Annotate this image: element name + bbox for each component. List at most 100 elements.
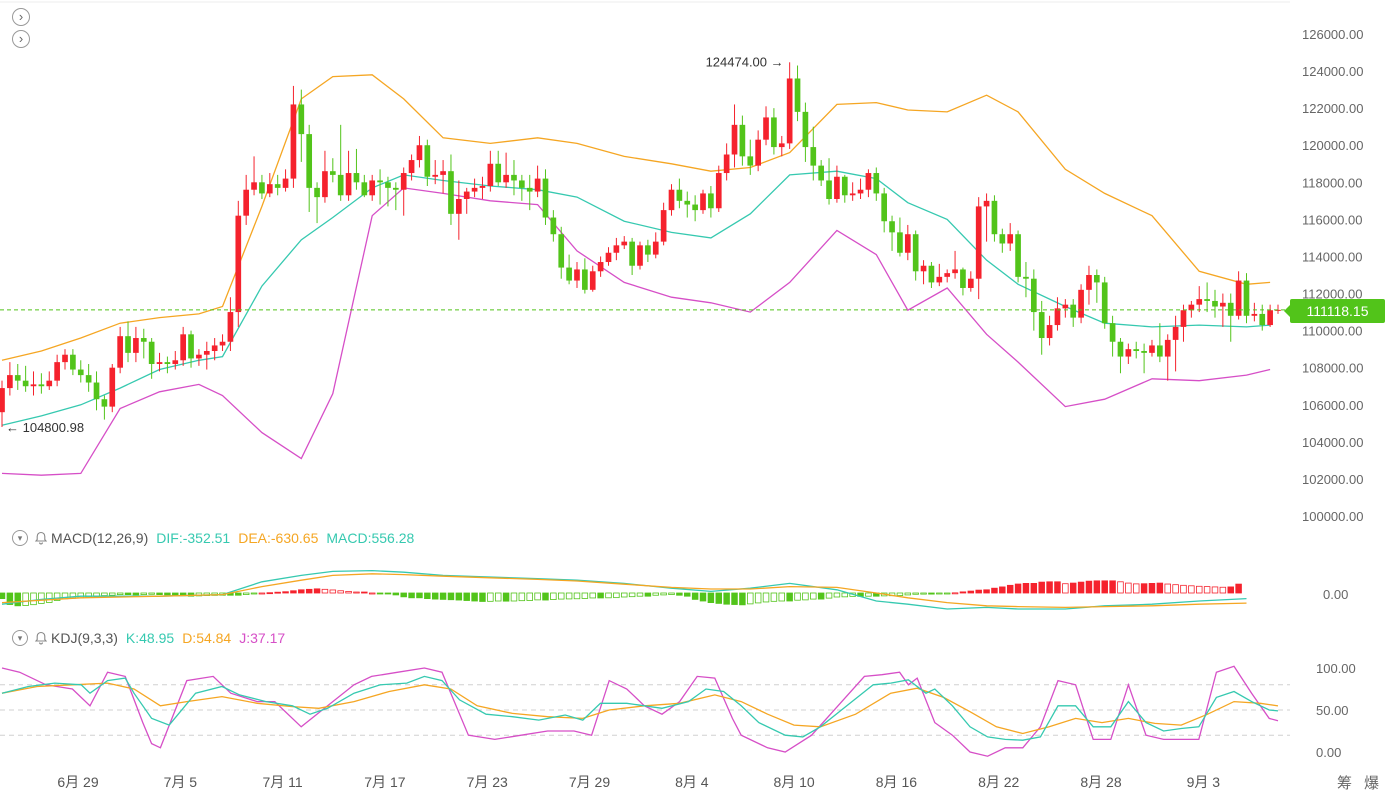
candle-body[interactable]	[967, 278, 974, 288]
candle-body[interactable]	[802, 111, 809, 148]
chevron-down-icon[interactable]: ▾	[12, 630, 28, 646]
candle-body[interactable]	[14, 375, 21, 381]
candle-body[interactable]	[975, 206, 982, 279]
candle-body[interactable]	[936, 276, 943, 283]
chip-distribution-button[interactable]: 筹	[1337, 775, 1353, 792]
candle-body[interactable]	[542, 178, 549, 218]
candle-body[interactable]	[1101, 282, 1108, 324]
candle-body[interactable]	[306, 134, 313, 188]
candle-body[interactable]	[526, 187, 533, 192]
candle-body[interactable]	[637, 245, 643, 266]
candle-body[interactable]	[1133, 349, 1140, 352]
kdj-panel[interactable]: 100.00 50.00 0.00	[0, 661, 1356, 760]
candle-body[interactable]	[109, 367, 116, 407]
candle-body[interactable]	[219, 341, 226, 346]
candle-body[interactable]	[558, 234, 565, 268]
candle-body[interactable]	[70, 354, 76, 370]
candle-body[interactable]	[904, 234, 911, 253]
candle-body[interactable]	[392, 187, 399, 190]
candle-body[interactable]	[1149, 345, 1155, 353]
candle-body[interactable]	[463, 191, 470, 199]
candle-body[interactable]	[999, 234, 1006, 244]
candle-body[interactable]	[723, 154, 730, 174]
candle-body[interactable]	[1227, 302, 1234, 316]
candle-body[interactable]	[353, 173, 360, 183]
candle-body[interactable]	[1109, 323, 1116, 342]
candle-body[interactable]	[30, 384, 37, 387]
candle-body[interactable]	[180, 334, 186, 361]
candle-body[interactable]	[432, 174, 439, 177]
candle-body[interactable]	[574, 269, 580, 281]
candle-body[interactable]	[1172, 326, 1179, 340]
candle-body[interactable]	[298, 104, 305, 135]
bell-icon[interactable]	[34, 531, 48, 545]
candle-body[interactable]	[148, 341, 155, 364]
candle-body[interactable]	[211, 345, 218, 352]
candle-body[interactable]	[755, 139, 761, 166]
candle-body[interactable]	[739, 124, 746, 157]
candle-body[interactable]	[1235, 280, 1242, 316]
candle-body[interactable]	[1204, 299, 1210, 301]
candle-body[interactable]	[1094, 275, 1100, 283]
candle-body[interactable]	[125, 336, 131, 353]
candle-body[interactable]	[944, 273, 951, 277]
candle-body[interactable]	[290, 104, 297, 179]
candle-body[interactable]	[1267, 310, 1273, 326]
candle-body[interactable]	[778, 143, 785, 148]
candle-body[interactable]	[1023, 276, 1029, 279]
candle-body[interactable]	[818, 165, 824, 181]
candle-body[interactable]	[589, 271, 596, 290]
candle-body[interactable]	[534, 178, 541, 192]
candle-body[interactable]	[322, 171, 328, 198]
candle-body[interactable]	[1157, 345, 1163, 357]
candle-body[interactable]	[1180, 310, 1187, 327]
candle-body[interactable]	[613, 245, 620, 253]
candle-body[interactable]	[841, 176, 848, 196]
candle-body[interactable]	[645, 245, 651, 255]
candle-body[interactable]	[471, 187, 478, 192]
candle-body[interactable]	[1030, 278, 1037, 313]
candle-body[interactable]	[314, 187, 320, 198]
candle-body[interactable]	[188, 334, 194, 359]
candle-body[interactable]	[605, 252, 612, 263]
candle-body[interactable]	[46, 380, 53, 387]
scroll-right-icon[interactable]: ›	[12, 30, 30, 48]
candle-body[interactable]	[660, 210, 667, 242]
candle-body[interactable]	[511, 174, 517, 181]
candle-body[interactable]	[1188, 304, 1195, 311]
candle-body[interactable]	[38, 384, 45, 387]
candle-body[interactable]	[700, 193, 706, 211]
candle-body[interactable]	[140, 338, 147, 342]
candle-body[interactable]	[960, 269, 966, 288]
candle-body[interactable]	[857, 189, 864, 194]
candle-body[interactable]	[731, 124, 738, 155]
candle-body[interactable]	[1046, 325, 1053, 339]
candle-body[interactable]	[1054, 308, 1061, 326]
candle-body[interactable]	[243, 189, 250, 216]
candle-body[interactable]	[684, 200, 691, 205]
bell-icon[interactable]	[34, 631, 48, 645]
candle-body[interactable]	[1164, 339, 1171, 357]
candle-body[interactable]	[345, 173, 352, 196]
candle-body[interactable]	[715, 173, 722, 209]
candle-body[interactable]	[448, 171, 454, 214]
scroll-left-icon[interactable]: ›	[12, 8, 30, 26]
candle-body[interactable]	[7, 375, 13, 389]
candle-body[interactable]	[810, 147, 817, 166]
candle-body[interactable]	[133, 338, 139, 353]
candle-body[interactable]	[865, 173, 872, 190]
candle-body[interactable]	[794, 78, 801, 112]
candle-body[interactable]	[369, 180, 376, 196]
candle-body[interactable]	[983, 200, 990, 207]
candle-body[interactable]	[629, 241, 635, 266]
candle-body[interactable]	[203, 351, 210, 355]
candle-body[interactable]	[676, 189, 683, 201]
candle-body[interactable]	[597, 262, 604, 272]
candle-body[interactable]	[912, 234, 919, 272]
candle-body[interactable]	[101, 399, 108, 407]
candle-body[interactable]	[156, 362, 163, 364]
candle-body[interactable]	[708, 193, 714, 209]
candle-body[interactable]	[747, 156, 754, 166]
candle-body[interactable]	[337, 174, 344, 196]
